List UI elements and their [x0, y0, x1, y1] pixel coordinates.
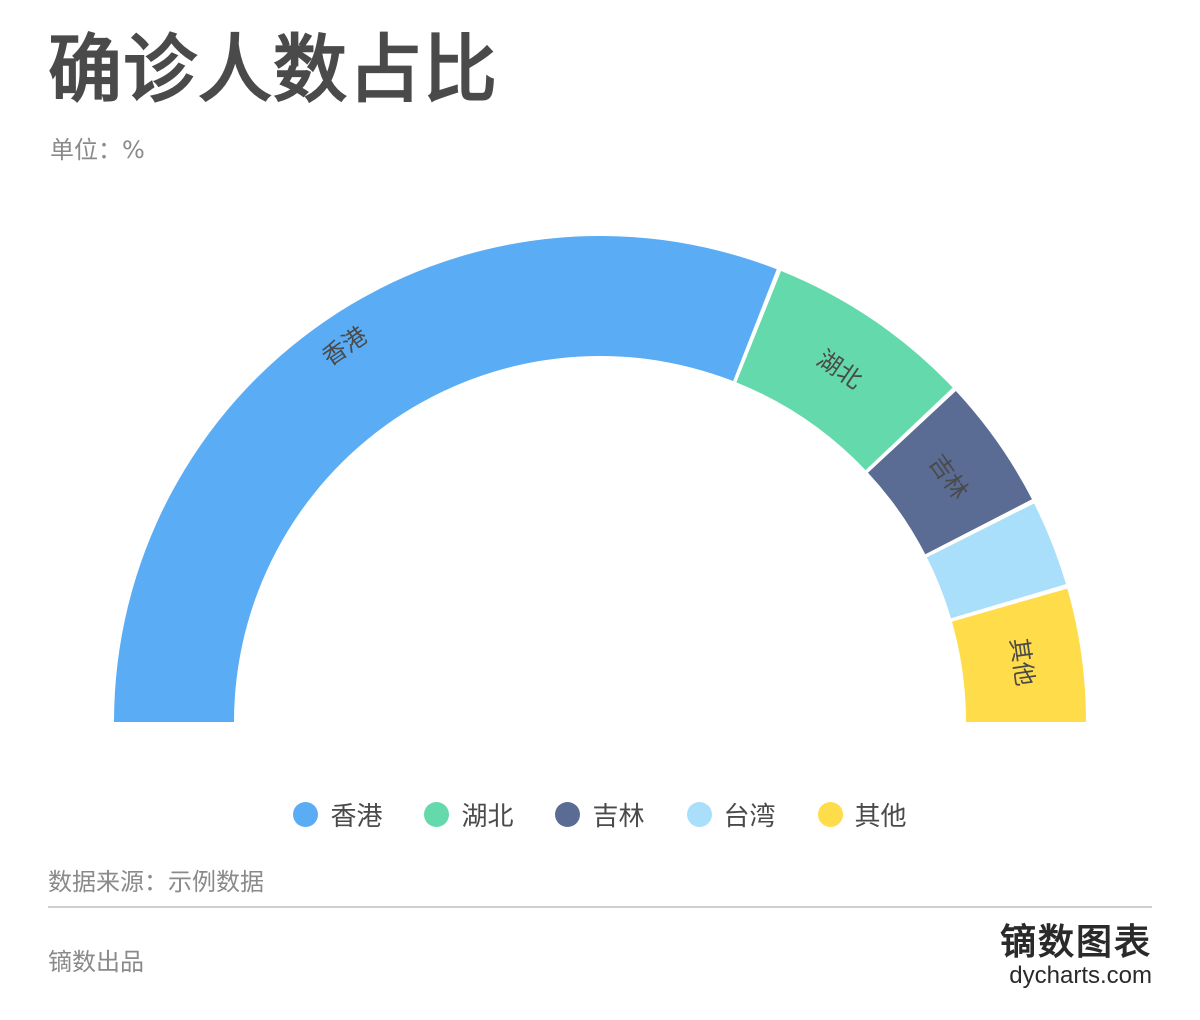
slice-其他 — [951, 588, 1086, 722]
data-source: 数据来源：示例数据 — [48, 868, 264, 896]
producer-label: 镝数出品 — [48, 948, 144, 976]
brand-url: dycharts.com — [1009, 961, 1152, 989]
chart-title: 确诊人数占比 — [48, 27, 498, 113]
legend-item-吉林: 吉林 — [555, 796, 645, 833]
legend-dot-icon — [555, 802, 581, 827]
legend-label: 吉林 — [592, 802, 645, 832]
slice-吉林 — [868, 391, 1032, 555]
legend-label: 其他 — [854, 802, 907, 832]
brand-logo: 镝数图表 dycharts.com — [999, 921, 1152, 989]
brand-name: 镝数图表 — [999, 921, 1152, 963]
legend-dot-icon — [293, 802, 319, 827]
slice-湖北 — [736, 270, 953, 471]
slice-label-其他: 其他 — [1005, 636, 1039, 687]
footer-divider — [48, 906, 1152, 908]
legend-item-香港: 香港 — [293, 796, 382, 833]
legend-label: 湖北 — [461, 802, 514, 832]
legend-dot-icon — [817, 802, 843, 827]
legend-label: 台湾 — [723, 802, 776, 832]
legend-item-湖北: 湖北 — [424, 796, 513, 833]
chart-subtitle: 单位：% — [50, 136, 145, 164]
slice-香港 — [114, 235, 777, 722]
legend-dot-icon — [686, 802, 712, 827]
chart-legend: 香港 湖北 吉林 台湾 其他 — [0, 796, 1200, 833]
slice-台湾 — [926, 503, 1067, 619]
legend-item-台湾: 台湾 — [686, 796, 776, 833]
legend-label: 香港 — [330, 802, 383, 832]
legend-item-其他: 其他 — [817, 796, 907, 833]
legend-dot-icon — [424, 802, 450, 827]
